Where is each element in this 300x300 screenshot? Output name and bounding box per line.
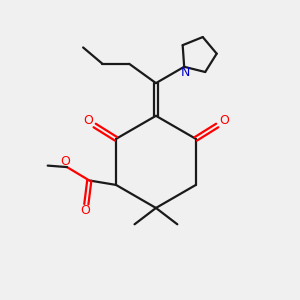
Text: O: O <box>80 204 90 217</box>
Text: O: O <box>61 154 70 168</box>
Text: O: O <box>219 114 229 127</box>
Text: N: N <box>181 66 190 79</box>
Text: O: O <box>83 114 93 127</box>
